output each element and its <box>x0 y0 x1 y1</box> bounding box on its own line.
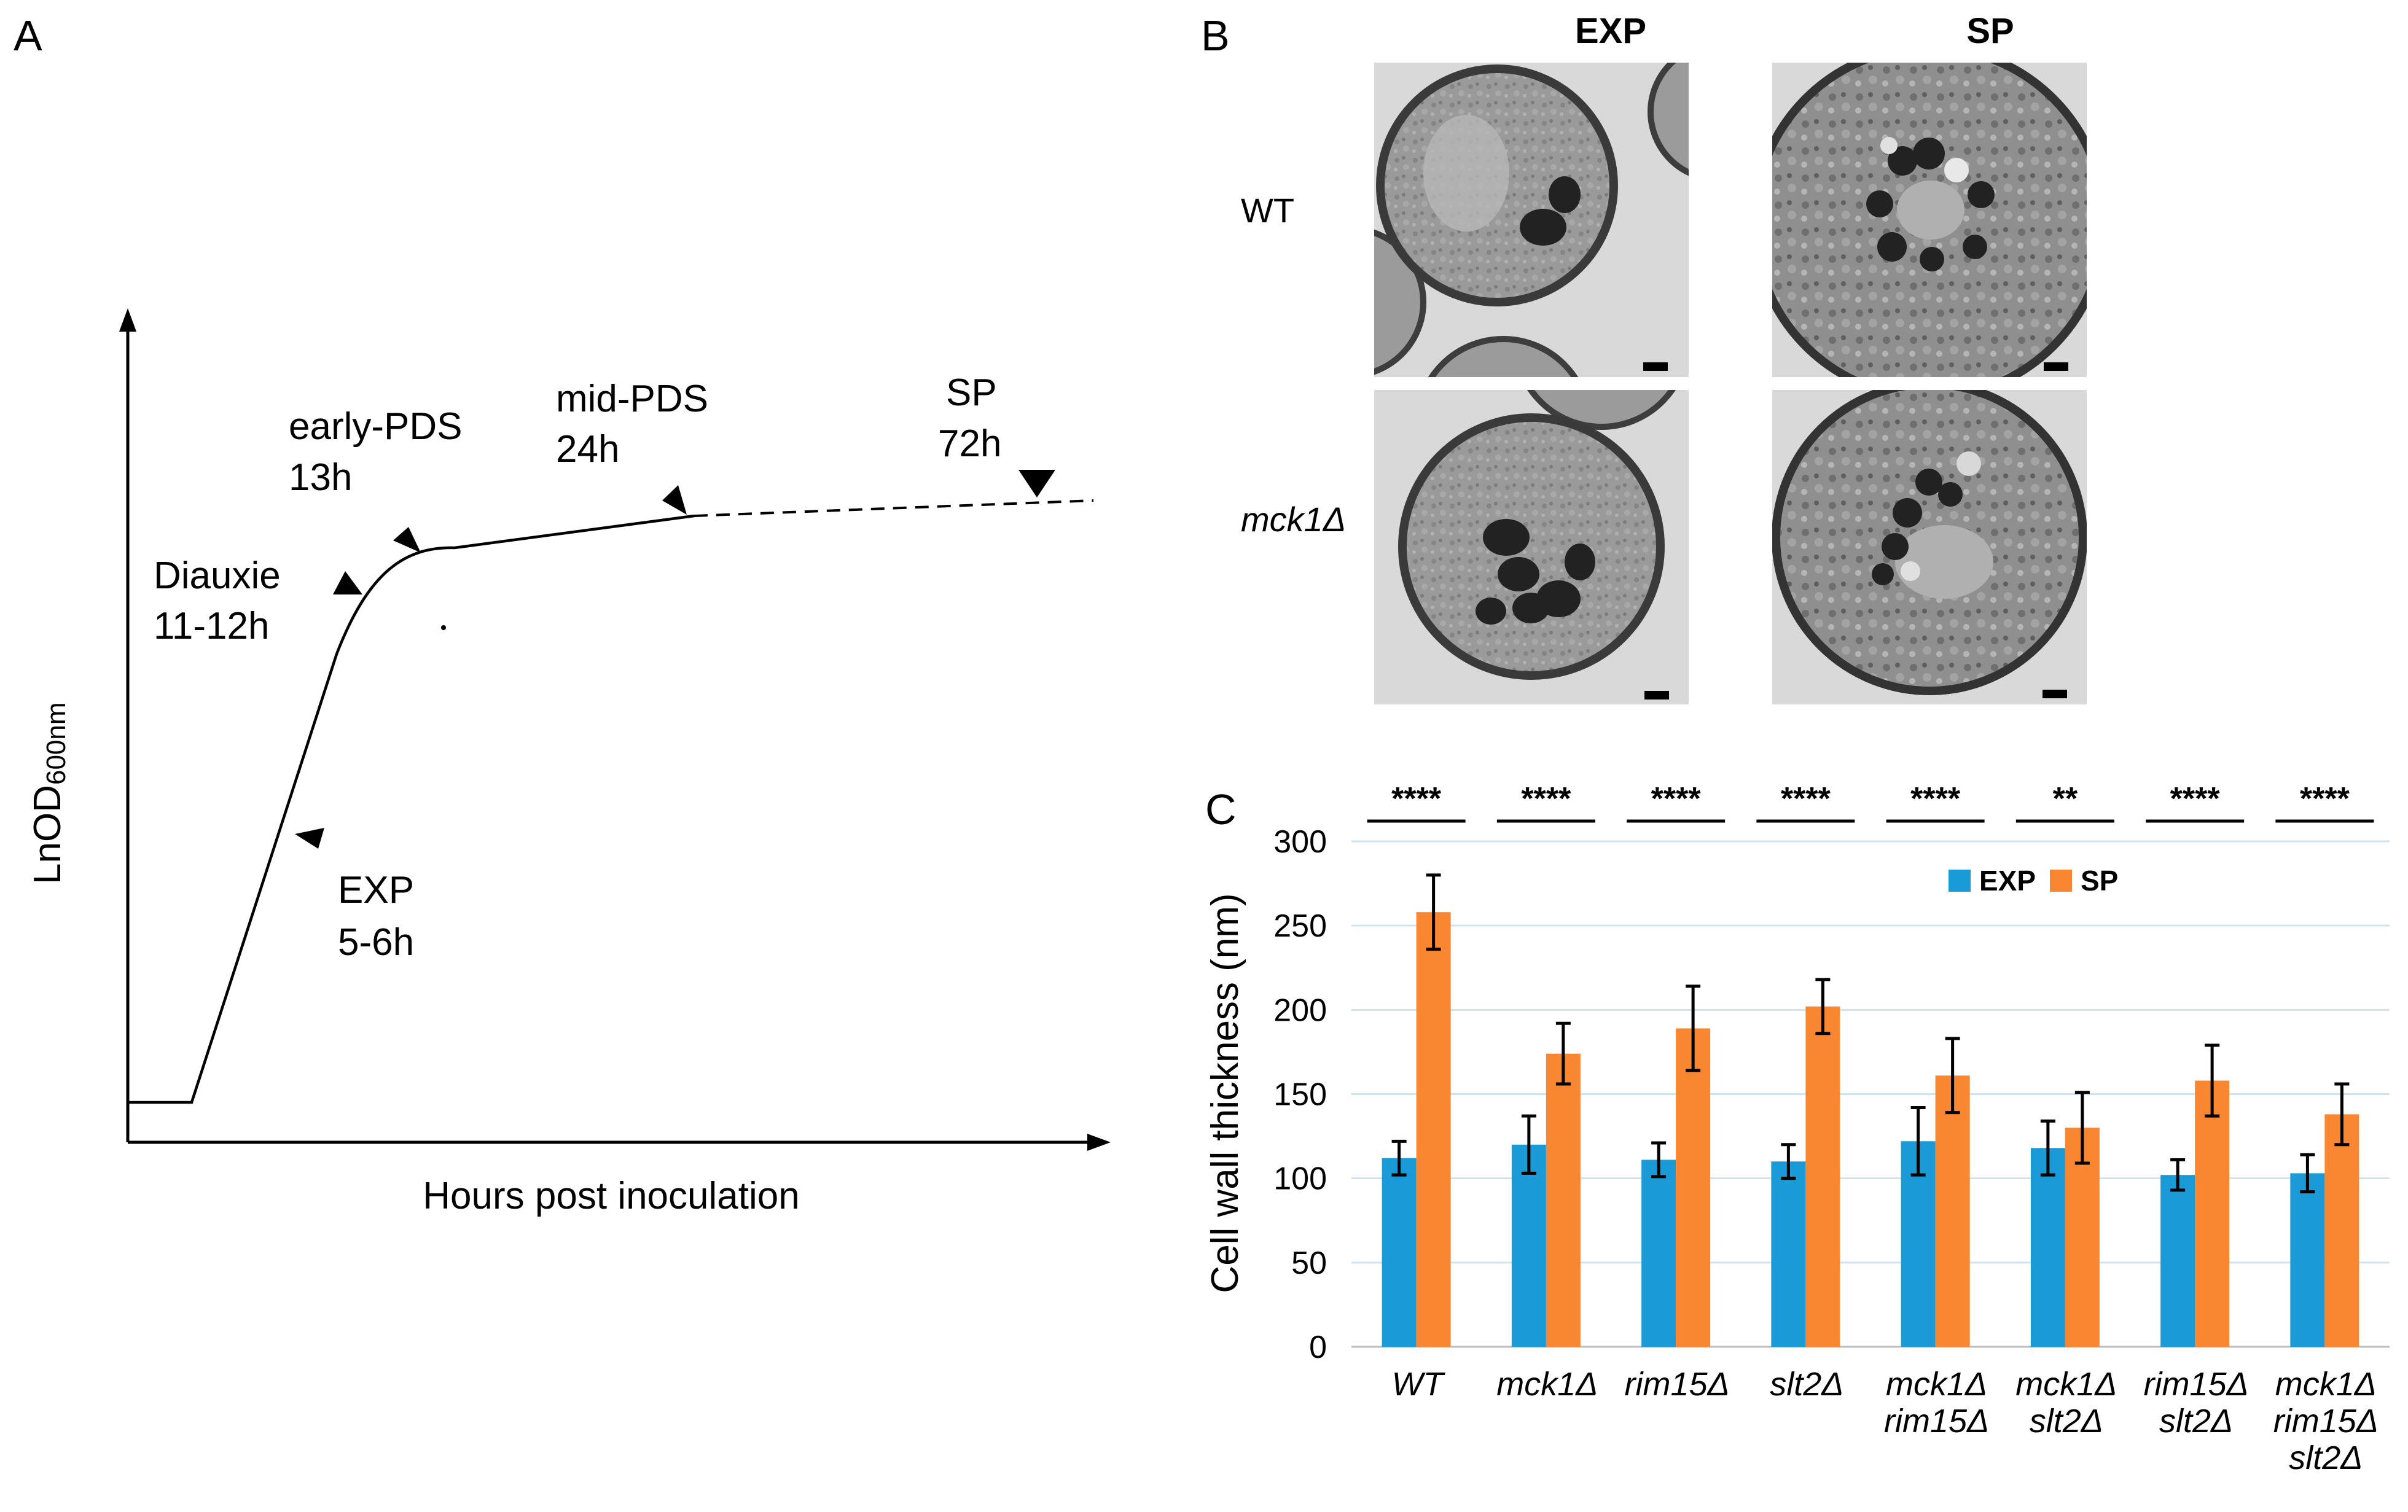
exp-label: EXP <box>338 869 414 911</box>
category-label: slt2Δ <box>1770 1366 1843 1403</box>
y-tick-label: 50 <box>1291 1245 1327 1281</box>
panel-a-ylabel-sub: 600nm <box>41 702 71 785</box>
category-label: mck1Δ <box>2275 1366 2377 1403</box>
early-pds-time: 13h <box>289 456 352 499</box>
bar-sp <box>1676 1028 1711 1347</box>
panel-a-ylabel-main: LnOD <box>26 785 69 884</box>
legend-label-exp: EXP <box>1979 865 2036 897</box>
bar-sp <box>2195 1080 2230 1347</box>
y-tick-label: 150 <box>1273 1077 1327 1113</box>
micrograph-mck1-exp <box>1374 390 1689 704</box>
panel-b: B EXP SP WT mck1Δ <box>1201 11 2087 704</box>
category-label: mck1Δ <box>1496 1366 1598 1403</box>
mid-pds-arrowhead <box>662 485 687 515</box>
category-label: mck1Δ <box>2015 1366 2117 1403</box>
significance-label: **** <box>1391 781 1442 817</box>
bar-sp <box>1416 912 1451 1347</box>
mid-pds-time: 24h <box>556 428 619 470</box>
growth-curve <box>128 514 695 1104</box>
bar-exp <box>1511 1144 1546 1347</box>
significance-label: **** <box>1651 781 1702 817</box>
panel-a-xlabel: Hours post inoculation <box>423 1175 799 1217</box>
row-label-wt: WT <box>1241 191 1294 230</box>
micrograph-mck1-sp <box>1772 390 2087 704</box>
y-axis-arrow <box>119 308 136 332</box>
growth-curve-stationary <box>694 499 1094 517</box>
bar-sp <box>1935 1075 1970 1347</box>
y-tick-label: 250 <box>1273 908 1327 944</box>
dot-mark <box>441 625 446 630</box>
category-label: rim15Δ <box>1624 1366 1729 1403</box>
bar-exp <box>1382 1158 1417 1347</box>
chart-categories: WT mck1Δ rim15Δ slt2Δ mck1Δrim15Δmck1Δslt2Δr… <box>1392 1366 2379 1476</box>
panel-c-letter: C <box>1205 785 1237 833</box>
early-pds-label: early-PDS <box>289 405 463 448</box>
sp-time: 72h <box>938 423 1001 465</box>
bar-sp <box>1546 1053 1581 1347</box>
col-header-sp: SP <box>1966 11 2014 51</box>
panel-c: C Cell wall thickness (nm) 0 50 100 150 200 2… <box>1204 781 2390 1476</box>
category-label: mck1Δ <box>1886 1366 1987 1403</box>
sp-arrowhead <box>1018 470 1055 497</box>
category-label: rim15Δ <box>2143 1366 2248 1403</box>
panel-b-letter: B <box>1201 12 1230 60</box>
y-tick-label: 200 <box>1273 992 1327 1028</box>
significance-label: **** <box>2300 781 2350 817</box>
micrograph-wt-sp <box>1772 63 2087 377</box>
panel-a: A EXP 5-6h Diauxie 11-12h early-PDS 13h … <box>14 12 1111 1217</box>
mid-pds-label: mid-PDS <box>556 378 708 420</box>
category-label: WT <box>1392 1366 1446 1403</box>
early-pds-arrowhead <box>393 527 421 553</box>
legend-swatch-exp <box>1949 870 1971 892</box>
significance-label: ** <box>2053 781 2078 817</box>
exp-arrowhead <box>295 828 324 849</box>
y-tick-label: 300 <box>1273 824 1327 860</box>
significance-label: **** <box>1521 781 1571 817</box>
sp-label: SP <box>946 372 997 414</box>
category-label: slt2Δ <box>2289 1440 2363 1476</box>
category-label: rim15Δ <box>1884 1403 1989 1440</box>
chart-grid <box>1351 840 2390 1348</box>
panel-a-ylabel: LnOD600nm <box>26 702 71 884</box>
chart-y-ticks: 0 50 100 150 200 250 300 <box>1273 824 1327 1365</box>
panel-a-letter: A <box>14 12 42 60</box>
y-tick-label: 0 <box>1309 1330 1327 1365</box>
chart-ylabel: Cell wall thickness (nm) <box>1204 893 1246 1293</box>
chart-bars <box>1382 912 2359 1347</box>
bar-exp <box>2290 1173 2325 1347</box>
y-tick-label: 100 <box>1273 1161 1327 1197</box>
significance-label: **** <box>1781 781 1831 817</box>
micrograph-wt-exp <box>1374 63 1689 377</box>
diauxie-label: Diauxie <box>154 555 281 597</box>
chart-legend: EXP SP <box>1949 865 2118 897</box>
bar-sp <box>1805 1006 1840 1347</box>
legend-label-sp: SP <box>2081 865 2118 897</box>
bar-sp <box>2324 1114 2359 1347</box>
significance-label: **** <box>2170 781 2221 817</box>
x-axis-arrow <box>1087 1134 1111 1151</box>
col-header-exp: EXP <box>1575 11 1646 51</box>
category-label: slt2Δ <box>2030 1403 2103 1440</box>
category-label: rim15Δ <box>2273 1403 2379 1440</box>
bar-exp <box>2160 1175 2195 1347</box>
legend-swatch-sp <box>2050 870 2072 892</box>
exp-time: 5-6h <box>338 921 414 964</box>
chart-significance: **** **** **** **** **** ** **** **** <box>1367 781 2374 823</box>
bar-exp <box>1641 1159 1676 1347</box>
significance-label: **** <box>1910 781 1961 817</box>
category-label: slt2Δ <box>2159 1403 2233 1440</box>
chart-error-bars <box>1391 873 2350 1194</box>
diauxie-arrowhead <box>333 571 362 594</box>
diauxie-time: 11-12h <box>154 605 269 647</box>
bar-exp <box>1771 1161 1806 1347</box>
bar-exp <box>2030 1148 2065 1347</box>
row-label-mck1: mck1Δ <box>1241 500 1346 539</box>
